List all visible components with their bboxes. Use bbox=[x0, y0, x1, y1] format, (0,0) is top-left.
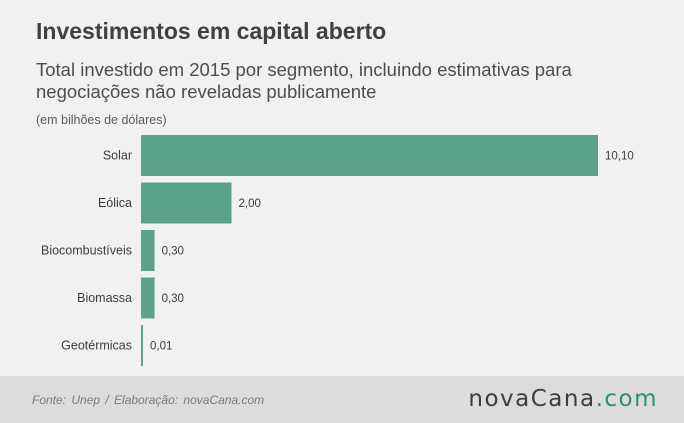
bar bbox=[141, 182, 232, 224]
value-label: 2,00 bbox=[238, 198, 260, 210]
bar bbox=[141, 277, 155, 319]
bar-chart: Solar 10,10 Eólica 2,00 Biocombustíveis 0,30 B… bbox=[41, 135, 634, 366]
chart-title: Investimentos em capital aberto bbox=[36, 18, 387, 44]
value-label: 0,01 bbox=[150, 341, 172, 353]
bar bbox=[141, 230, 155, 271]
bar bbox=[141, 325, 143, 366]
bar bbox=[141, 135, 598, 176]
logo-part-cana: Cana bbox=[530, 386, 596, 412]
category-label: Solar bbox=[103, 149, 132, 163]
logo-part-com: .com bbox=[595, 386, 658, 412]
category-label: Biomassa bbox=[77, 291, 132, 305]
bars-layer: Solar 10,10 Eólica 2,00 Biocombustíveis 0,30 B… bbox=[41, 135, 634, 366]
value-label: 0,30 bbox=[162, 246, 184, 258]
category-label: Eólica bbox=[98, 196, 132, 210]
value-label: 0,30 bbox=[162, 293, 184, 305]
category-label: Geotérmicas bbox=[61, 339, 132, 353]
footer: Fonte: Unep / Elaboração: novaCana.com n… bbox=[0, 376, 684, 423]
unit-note: (em bilhões de dólares) bbox=[36, 113, 167, 127]
logo-part-nova: nova bbox=[468, 386, 531, 412]
category-label: Biocombustíveis bbox=[41, 244, 132, 258]
chart-subtitle: Total investido em 2015 por segmento, in… bbox=[36, 59, 572, 102]
value-label: 10,10 bbox=[605, 151, 634, 163]
novacana-logo: novaCana.com bbox=[468, 386, 658, 412]
source-note: Fonte: Unep / Elaboração: novaCana.com bbox=[32, 393, 265, 407]
